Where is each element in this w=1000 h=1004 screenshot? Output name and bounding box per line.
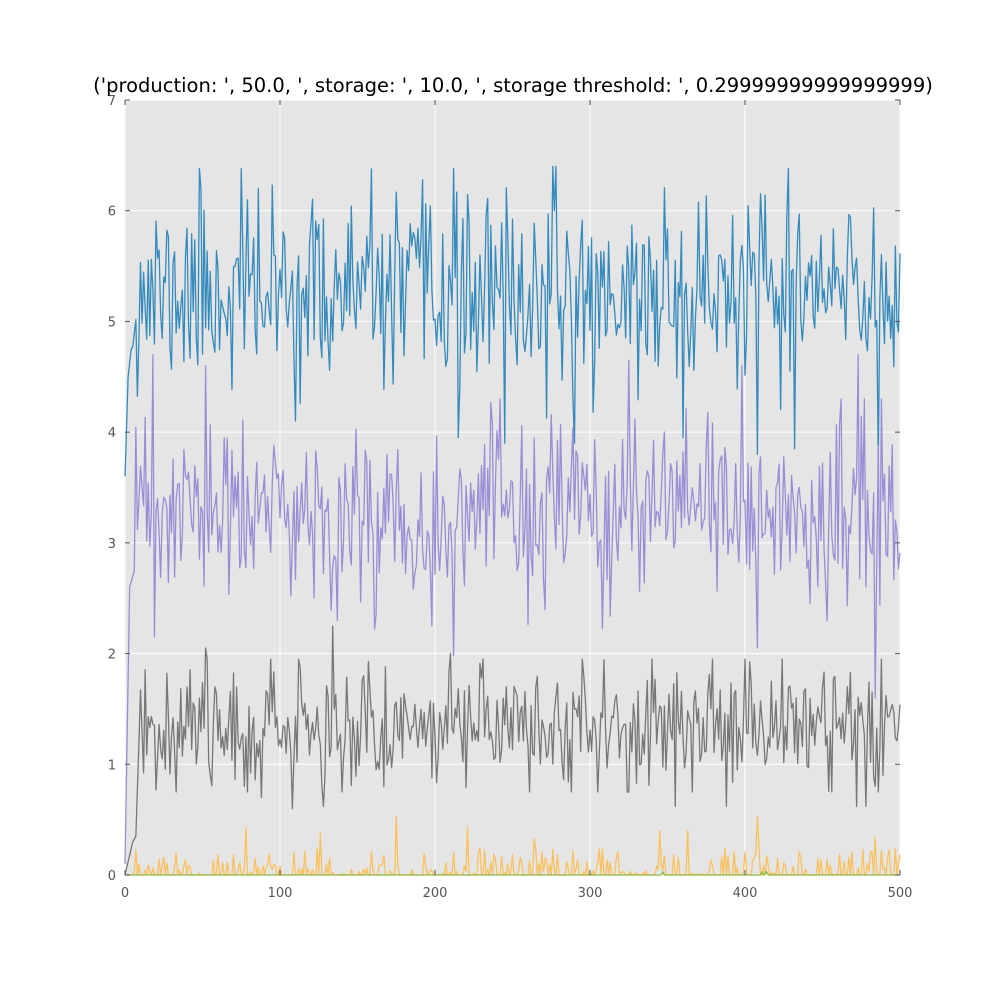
y-tick-label: 6	[108, 205, 116, 220]
series-line-2	[124, 353, 901, 864]
series-line-4	[125, 815, 901, 876]
x-tick-label: 500	[888, 886, 913, 901]
y-tick-label: 7	[108, 94, 116, 109]
series-line-1	[124, 165, 901, 477]
y-tick-label: 1	[108, 758, 116, 773]
y-tick-label: 3	[108, 537, 116, 552]
x-tick-label: 100	[268, 886, 293, 901]
x-tick-label: 400	[733, 886, 758, 901]
x-tick-label: 300	[578, 886, 603, 901]
y-tick-label: 2	[108, 648, 116, 663]
y-tick-label: 0	[108, 869, 116, 884]
x-tick-label: 200	[423, 886, 448, 901]
axes: 0 100 200 300 400 500 0 1 2 3 4 5 6 7	[108, 94, 913, 901]
y-tick-label: 4	[108, 426, 116, 441]
series-line-3	[124, 625, 901, 876]
chart-title: ('production: ', 50.0, ', storage: ', 10…	[93, 74, 933, 97]
y-tick-label: 5	[108, 315, 116, 330]
series-line-5	[125, 871, 900, 876]
series-group	[124, 165, 901, 876]
x-tick-label: 0	[121, 886, 129, 901]
